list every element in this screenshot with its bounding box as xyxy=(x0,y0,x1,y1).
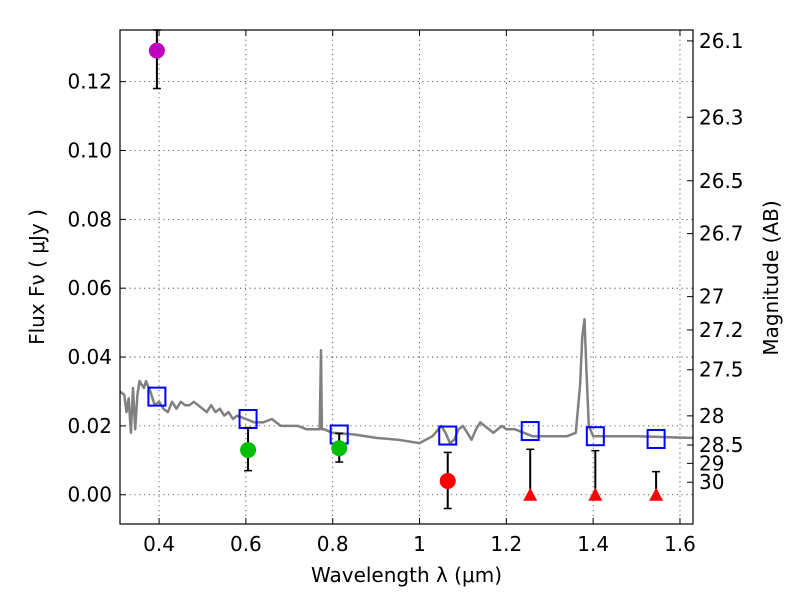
model-sed-line xyxy=(119,317,694,445)
model-sed-layer xyxy=(119,317,694,445)
plot-frame xyxy=(119,29,694,525)
y-tick-label: 0.12 xyxy=(67,70,112,94)
y-axis-label: Flux Fν ( μJy ) xyxy=(25,209,49,345)
data-point xyxy=(331,440,348,457)
upper-limit-point xyxy=(588,487,603,501)
ticks: 0.4 0.6 0.8 1 1.2 1.4 1.6 0.00 0.02 0.04 0.06 0.08 0… xyxy=(67,29,743,556)
x-tick-label: 1.6 xyxy=(664,532,696,556)
upper-limit-point xyxy=(649,487,664,501)
upper-limit-point xyxy=(523,487,538,501)
x-tick-label: 1 xyxy=(413,532,426,556)
model-point xyxy=(585,426,605,447)
right-tick-label: 28.5 xyxy=(699,433,744,457)
right-tick-label: 26.7 xyxy=(699,222,744,246)
x-tick-label: 0.4 xyxy=(143,532,175,556)
right-tick-label: 26.3 xyxy=(699,105,744,129)
model-point xyxy=(147,386,167,407)
markers-layer xyxy=(147,29,666,510)
right-tick-label: 26.1 xyxy=(699,29,744,53)
x-tick-label: 0.8 xyxy=(317,532,349,556)
y-tick-label: 0.04 xyxy=(67,345,112,369)
model-point xyxy=(438,425,458,446)
x-axis-label: Wavelength λ (μm) xyxy=(311,563,502,587)
model-point xyxy=(520,421,540,442)
y-tick-label: 0.10 xyxy=(67,138,112,162)
data-point xyxy=(148,42,165,59)
right-tick-label: 26.5 xyxy=(699,169,744,193)
y-tick-label: 0.02 xyxy=(67,414,112,438)
right-tick-label: 27 xyxy=(699,285,724,309)
model-point xyxy=(646,428,666,449)
x-tick-label: 0.6 xyxy=(230,532,262,556)
right-tick-label: 28 xyxy=(699,404,724,428)
grid xyxy=(120,30,693,524)
x-tick-label: 1.4 xyxy=(577,532,609,556)
data-point xyxy=(240,441,257,458)
y-axis-right-label: Magnitude (AB) xyxy=(759,200,783,355)
x-tick-label: 1.2 xyxy=(490,532,522,556)
y-tick-label: 0.00 xyxy=(67,483,112,507)
y-tick-label: 0.06 xyxy=(67,276,112,300)
right-tick-label: 30 xyxy=(699,470,724,494)
right-tick-label: 27.5 xyxy=(699,358,744,382)
right-tick-label: 29 xyxy=(699,451,724,475)
data-point xyxy=(439,472,456,489)
y-tick-label: 0.08 xyxy=(67,207,112,231)
right-tick-label: 27.2 xyxy=(699,318,744,342)
